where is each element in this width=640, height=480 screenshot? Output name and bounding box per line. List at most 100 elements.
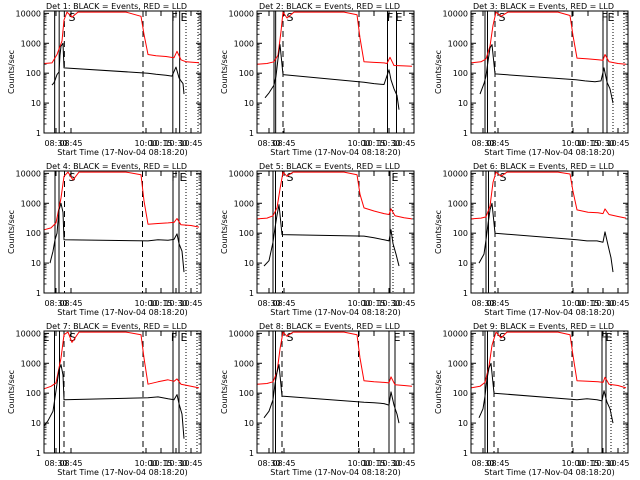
y-axis-label: Counts/sec [7,50,16,94]
event-marker-label: S [499,11,506,24]
event-marker-label: E [608,11,615,24]
detector-panel: Det 7: BLACK = Events, RED = LLD 1 10 100 10… [7,322,203,477]
detector-panel: Det 2: BLACK = Events, RED = LLD 1 10 100 10… [220,2,416,157]
x-tick-label: 08:30 [471,139,494,148]
x-tick-label: 08:45 [272,459,295,468]
plot-frame [256,170,415,294]
y-tick-label: 10 [458,419,468,428]
x-tick-label: 08:45 [272,139,295,148]
detector-panel: Det 4: BLACK = Events, RED = LLD 1 10 100 10… [7,162,203,317]
x-tick-label: 10:30 [591,459,614,468]
y-tick-label: 1000 [448,39,468,48]
lld-series-line [470,11,627,65]
event-marker-label: F [387,11,393,24]
y-axis-label: Counts/sec [434,50,443,94]
x-tick-label: 10:45 [392,139,415,148]
event-marker-label: E [606,331,613,344]
panel-title: Det 9: BLACK = Events, RED = LLD [473,322,614,331]
y-tick-label: 10000 [16,329,41,338]
lld-series-line [43,11,200,64]
y-tick-label: 100 [453,69,468,78]
panel-title: Det 5: BLACK = Events, RED = LLD [259,162,400,171]
y-axis-label: Counts/sec [220,210,229,254]
event-marker-label: S [499,331,506,344]
x-tick-label: 10:15 [149,139,172,148]
y-tick-label: 1000 [448,359,468,368]
x-tick-label: 08:30 [44,459,67,468]
event-marker-label: F [171,11,177,24]
y-axis-label: Counts/sec [434,210,443,254]
y-tick-label: 1000 [21,359,41,368]
x-tick-label: 10:00 [134,299,157,308]
y-tick-label: 100 [239,389,254,398]
lld-series-line [43,331,200,390]
event-marker-label: S [500,171,507,184]
event-marker-label: E [181,331,188,344]
events-series-line [478,362,614,424]
x-tick-label: 08:45 [59,459,82,468]
y-tick-label: 10 [244,259,254,268]
detector-panel: Det 5: BLACK = Events, RED = LLD 1 10 100 10… [220,162,416,317]
x-tick-label: 10:30 [164,139,187,148]
events-series-line [264,44,400,110]
y-tick-label: 10 [31,99,41,108]
event-marker-label: E [180,171,187,184]
x-tick-label: 10:15 [362,459,385,468]
x-tick-label: 10:00 [347,139,370,148]
event-marker-label: E [181,11,188,24]
x-tick-label: 08:45 [486,299,509,308]
x-axis-label: Start Time (17-Nov-04 08:18:20) [484,148,614,157]
x-tick-label: 08:30 [44,139,67,148]
lld-series-line [256,171,413,220]
events-series-line [479,44,614,104]
y-tick-label: 1 [36,129,41,138]
event-marker-label: S [287,331,294,344]
detector-panel: Det 9: BLACK = Events, RED = LLD 1 10 100 10… [434,322,630,477]
x-tick-label: 08:30 [257,299,280,308]
plot-frame [470,330,629,454]
y-tick-label: 10 [244,419,254,428]
y-tick-label: 100 [26,229,41,238]
event-marker-label: E [392,171,399,184]
x-tick-label: 10:45 [606,459,629,468]
x-tick-label: 10:15 [576,139,599,148]
x-tick-label: 10:30 [377,299,400,308]
x-axis-label: Start Time (17-Nov-04 08:18:20) [57,468,187,477]
event-marker-label: F [600,331,606,344]
x-tick-label: 10:30 [591,299,614,308]
detector-panel: Det 1: BLACK = Events, RED = LLD 1 10 100 10… [7,2,203,157]
x-tick-label: 10:00 [134,459,157,468]
y-tick-label: 10000 [229,169,254,178]
y-tick-label: 10 [458,259,468,268]
x-tick-label: 10:15 [576,299,599,308]
x-tick-label: 10:00 [561,139,584,148]
x-tick-label: 10:45 [606,139,629,148]
event-marker-label: F [171,331,177,344]
panel-title: Det 2: BLACK = Events, RED = LLD [259,2,400,11]
x-tick-label: 10:00 [561,299,584,308]
y-axis-label: Counts/sec [434,370,443,414]
y-tick-label: 10000 [16,9,41,18]
x-axis-label: Start Time (17-Nov-04 08:18:20) [484,308,614,317]
y-tick-label: 10 [458,99,468,108]
events-series-line [263,204,400,267]
x-tick-label: 08:45 [59,299,82,308]
panel-title: Det 3: BLACK = Events, RED = LLD [473,2,614,11]
x-axis-label: Start Time (17-Nov-04 08:18:20) [57,308,187,317]
x-axis-label: Start Time (17-Nov-04 08:18:20) [484,468,614,477]
y-tick-label: 10000 [16,169,41,178]
plot-frame [256,330,415,454]
y-tick-label: 1000 [21,199,41,208]
y-tick-label: 100 [26,69,41,78]
plot-frame [43,330,202,454]
events-series-line [49,202,185,273]
panel-title: Det 6: BLACK = Events, RED = LLD [473,162,614,171]
event-marker-label: S [69,331,76,344]
y-tick-label: 10000 [229,329,254,338]
x-tick-label: 08:30 [44,299,67,308]
y-tick-label: 100 [26,389,41,398]
detector-panel: Det 3: BLACK = Events, RED = LLD 1 10 100 10… [434,2,630,157]
x-tick-label: 10:30 [377,139,400,148]
y-tick-label: 1000 [234,199,254,208]
